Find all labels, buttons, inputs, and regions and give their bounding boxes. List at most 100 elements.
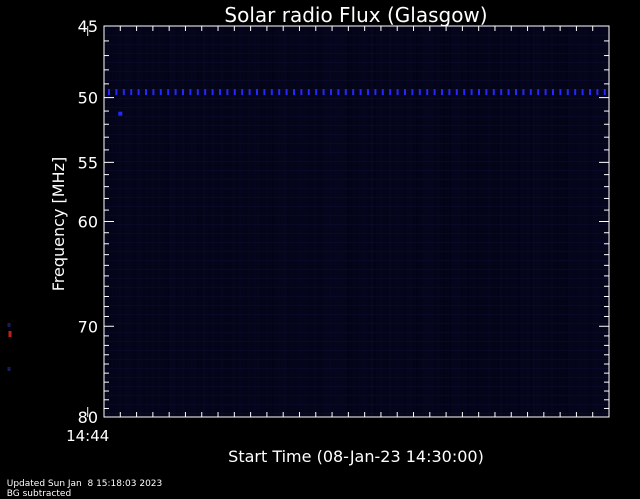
spectrogram-column bbox=[473, 26, 475, 417]
spectrogram-column bbox=[368, 26, 370, 417]
spectrogram-column bbox=[431, 26, 433, 417]
band-pixel bbox=[307, 89, 310, 96]
spectrogram-column bbox=[302, 26, 304, 417]
y-tick-label: 70 bbox=[78, 317, 98, 336]
spectrogram-column bbox=[281, 26, 283, 417]
background-note: BG subtracted bbox=[6, 489, 72, 499]
y-tick-label: 45 bbox=[78, 17, 98, 36]
spectrogram-column bbox=[395, 26, 397, 417]
spectrogram-column bbox=[197, 26, 199, 417]
spectrogram-column bbox=[155, 26, 157, 417]
spectrogram-column bbox=[137, 26, 139, 417]
spectrogram-column bbox=[185, 26, 187, 417]
band-pixel bbox=[552, 89, 554, 96]
spectrogram-column bbox=[287, 26, 289, 417]
band-pixel bbox=[293, 89, 295, 96]
spectrogram-row bbox=[104, 152, 609, 153]
band-pixel bbox=[515, 89, 517, 96]
spectrogram-column bbox=[518, 26, 520, 417]
spectrogram-column bbox=[335, 26, 337, 417]
spectrogram-row bbox=[104, 359, 609, 360]
band-pixel bbox=[137, 89, 140, 96]
band-pixel bbox=[278, 89, 281, 96]
band-pixel bbox=[122, 89, 125, 96]
band-pixel bbox=[396, 89, 399, 96]
band-pixel bbox=[167, 89, 170, 96]
spectrogram-row bbox=[104, 53, 609, 54]
spectrogram-column bbox=[371, 26, 373, 417]
spectrogram-column bbox=[536, 26, 538, 417]
spectrogram-column bbox=[590, 26, 592, 417]
band-pixel bbox=[470, 89, 473, 96]
spectrogram-column bbox=[347, 26, 349, 417]
band-pixel bbox=[441, 89, 443, 96]
spectrogram-row bbox=[104, 224, 609, 225]
spectrogram-column bbox=[452, 26, 454, 417]
spectrogram-column bbox=[230, 26, 232, 417]
spectrogram-column bbox=[176, 26, 178, 417]
spectrogram-column bbox=[488, 26, 490, 417]
spectrogram-column bbox=[353, 26, 355, 417]
spectrogram-column bbox=[563, 26, 565, 417]
spectrogram-column bbox=[581, 26, 583, 417]
updated-timestamp: Updated Sun Jan 8 15:18:03 2023 bbox=[6, 479, 163, 489]
spectrogram-column bbox=[242, 26, 244, 417]
band-pixel bbox=[189, 89, 192, 96]
spectrogram-row bbox=[104, 413, 609, 414]
band-pixel bbox=[145, 89, 147, 96]
band-pixel bbox=[448, 89, 451, 96]
spectrogram-column bbox=[128, 26, 130, 417]
spectrogram-row bbox=[104, 404, 609, 405]
spectrogram-column bbox=[386, 26, 388, 417]
spectrogram-column bbox=[503, 26, 505, 417]
spectrogram-row bbox=[104, 107, 609, 108]
band-pixel bbox=[500, 89, 503, 96]
band-pixel bbox=[130, 89, 133, 96]
spectrogram-row bbox=[104, 350, 609, 351]
spectrogram-column bbox=[179, 26, 181, 417]
spectrogram-column bbox=[446, 26, 448, 417]
spectrogram-column bbox=[158, 26, 160, 417]
x-axis-label: Start Time (08-Jan-23 14:30:00) bbox=[228, 447, 484, 466]
spectrogram-column bbox=[299, 26, 301, 417]
spectrogram-column bbox=[512, 26, 514, 417]
band-pixel bbox=[315, 89, 318, 96]
spectrogram-column bbox=[119, 26, 121, 417]
spectrogram-column bbox=[362, 26, 364, 417]
band-pixel bbox=[426, 89, 429, 96]
spectrogram-column bbox=[401, 26, 403, 417]
y-axis-label: Frequency [MHz] bbox=[49, 157, 68, 291]
band-pixel bbox=[455, 89, 458, 96]
spectrogram-column bbox=[305, 26, 307, 417]
spectrogram-column bbox=[143, 26, 145, 417]
spectrogram-column bbox=[140, 26, 142, 417]
spectrogram-column bbox=[539, 26, 541, 417]
band-pixel bbox=[352, 89, 355, 96]
spectrogram-column bbox=[419, 26, 421, 417]
spectrogram-column bbox=[509, 26, 511, 417]
spectrogram-column bbox=[326, 26, 328, 417]
spectrogram-column bbox=[470, 26, 472, 417]
spectrogram-row bbox=[104, 287, 609, 288]
emission-spot bbox=[8, 331, 12, 337]
spectrogram-row bbox=[104, 197, 609, 198]
spectrogram-row bbox=[104, 377, 609, 378]
spectrogram-row bbox=[104, 125, 609, 126]
spectrogram-column bbox=[206, 26, 208, 417]
spectrogram-column bbox=[233, 26, 235, 417]
spectrogram-column bbox=[557, 26, 559, 417]
spectrogram-column bbox=[194, 26, 196, 417]
spectrogram-column bbox=[437, 26, 439, 417]
spectrogram-column bbox=[404, 26, 406, 417]
band-pixel bbox=[152, 89, 155, 96]
band-pixel bbox=[219, 89, 221, 96]
spectrogram-column bbox=[200, 26, 202, 417]
spectrogram-column bbox=[500, 26, 502, 417]
spectrogram-column bbox=[428, 26, 430, 417]
y-tick-label: 80 bbox=[78, 408, 98, 427]
spectrogram-column bbox=[440, 26, 442, 417]
spectrogram-column bbox=[584, 26, 586, 417]
spectrogram-row bbox=[104, 233, 609, 234]
spectrogram-column bbox=[476, 26, 478, 417]
band-pixel bbox=[522, 89, 525, 96]
